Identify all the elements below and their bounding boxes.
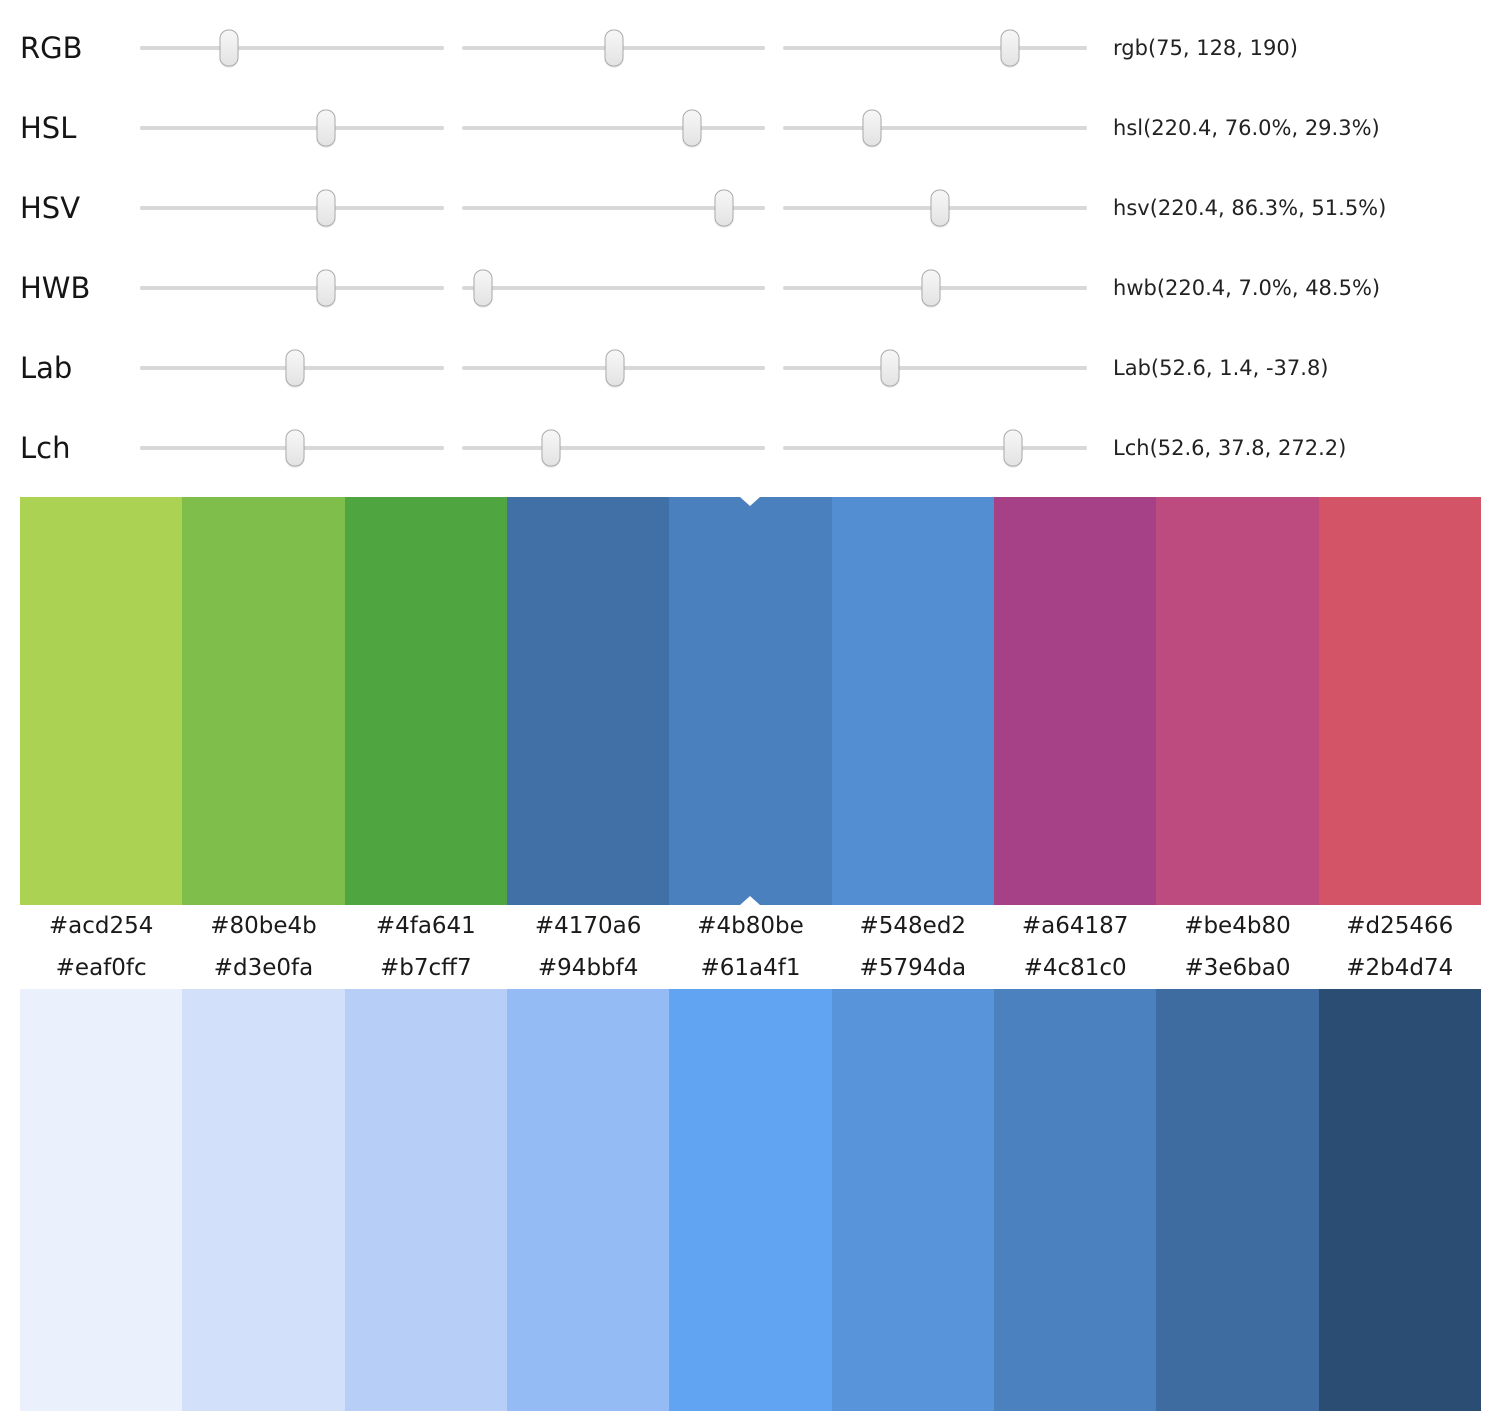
color-value: rgb(75, 128, 190) — [1113, 36, 1298, 60]
colorspace-label: RGB — [20, 31, 83, 65]
slider-thumb[interactable] — [714, 189, 734, 227]
slider-thumb[interactable] — [1003, 429, 1023, 467]
slider-track[interactable] — [140, 109, 444, 147]
color-value: hsv(220.4, 86.3%, 51.5%) — [1113, 196, 1387, 220]
palette-tint-swatch[interactable] — [831, 989, 994, 1411]
slider-row-hwb: HWB hwb(220.4, 7.0%, 48.5%) — [20, 248, 1481, 328]
slider-track[interactable] — [140, 189, 444, 227]
hex-label: #61a4f1 — [700, 955, 801, 981]
palette-hue — [20, 497, 1481, 905]
palette-tint-swatch[interactable] — [506, 989, 670, 1411]
slider-track[interactable] — [461, 109, 766, 147]
colorspace-label: HWB — [20, 271, 91, 305]
slider-track[interactable] — [783, 269, 1087, 307]
slider-track[interactable] — [783, 109, 1087, 147]
slider-thumb[interactable] — [285, 429, 305, 467]
color-value: hwb(220.4, 7.0%, 48.5%) — [1113, 276, 1381, 300]
hex-label: #acd254 — [48, 913, 154, 939]
palette-tint-swatch[interactable] — [344, 989, 507, 1411]
slider-track[interactable] — [140, 349, 444, 387]
slider-track[interactable] — [461, 349, 766, 387]
colorspace-label: Lch — [20, 431, 71, 465]
slider-row-hsl: HSL hsl(220.4, 76.0%, 29.3%) — [20, 88, 1481, 168]
slider-thumb[interactable] — [541, 429, 561, 467]
palette-hue-swatch[interactable] — [344, 497, 507, 905]
hex-label: #4c81c0 — [1023, 955, 1127, 981]
color-value: Lab(52.6, 1.4, -37.8) — [1113, 356, 1329, 380]
slider-thumb[interactable] — [604, 29, 624, 67]
palette-hue-swatch[interactable] — [993, 497, 1157, 905]
slider-thumb[interactable] — [316, 269, 336, 307]
slider-track[interactable] — [461, 429, 766, 467]
slider-thumb[interactable] — [605, 349, 625, 387]
slider-thumb[interactable] — [473, 269, 493, 307]
color-value: Lch(52.6, 37.8, 272.2) — [1113, 436, 1347, 460]
slider-track[interactable] — [783, 429, 1087, 467]
slider-thumb[interactable] — [921, 269, 941, 307]
hex-label: #4fa641 — [375, 913, 476, 939]
hex-label: #d25466 — [1346, 913, 1454, 939]
palette-hue-swatch[interactable] — [669, 497, 832, 905]
slider-thumb[interactable] — [930, 189, 950, 227]
hex-label: #eaf0fc — [55, 955, 147, 981]
palette-hue-swatch[interactable] — [831, 497, 994, 905]
palette-hue-swatch[interactable] — [20, 497, 183, 905]
slider-thumb[interactable] — [880, 349, 900, 387]
slider-thumb[interactable] — [219, 29, 239, 67]
color-value: hsl(220.4, 76.0%, 29.3%) — [1113, 116, 1380, 140]
hex-label: #4170a6 — [534, 913, 642, 939]
hex-row-tint: #eaf0fc #d3e0fa #b7cff7 #94bbf4 #61a4f1 #5794… — [20, 947, 1481, 989]
palette-tint-swatch[interactable] — [1156, 989, 1319, 1411]
hex-row-hue: #acd254 #80be4b #4fa641 #4170a6 #4b80be #548e… — [20, 905, 1481, 947]
slider-track[interactable] — [140, 29, 444, 67]
palette-hue-swatch[interactable] — [1156, 497, 1319, 905]
slider-thumb[interactable] — [682, 109, 702, 147]
colorspace-label: HSL — [20, 111, 77, 145]
slider-track[interactable] — [783, 29, 1087, 67]
hex-label: #a64187 — [1021, 913, 1129, 939]
hex-label: #2b4d74 — [1346, 955, 1454, 981]
slider-thumb[interactable] — [316, 109, 336, 147]
palette-hue-swatch[interactable] — [182, 497, 345, 905]
palette-hue-swatch[interactable] — [1318, 497, 1481, 905]
hex-label: #80be4b — [210, 913, 317, 939]
colorspace-label: HSV — [20, 191, 81, 225]
slider-thumb[interactable] — [862, 109, 882, 147]
slider-thumb[interactable] — [285, 349, 305, 387]
hex-label: #4b80be — [697, 913, 804, 939]
slider-track[interactable] — [140, 269, 444, 307]
palette-tint-swatch[interactable] — [669, 989, 832, 1411]
hex-label: #5794da — [859, 955, 967, 981]
palette-tint — [20, 989, 1481, 1411]
slider-thumb[interactable] — [1000, 29, 1020, 67]
palette-tint-swatch[interactable] — [1318, 989, 1481, 1411]
slider-thumb[interactable] — [316, 189, 336, 227]
slider-track[interactable] — [140, 429, 444, 467]
palette-tint-swatch[interactable] — [20, 989, 183, 1411]
slider-row-rgb: RGB rgb(75, 128, 190) — [20, 8, 1481, 88]
slider-track[interactable] — [783, 349, 1087, 387]
hex-label: #b7cff7 — [380, 955, 472, 981]
slider-track[interactable] — [783, 189, 1087, 227]
palette-tint-swatch[interactable] — [182, 989, 345, 1411]
slider-row-hsv: HSV hsv(220.4, 86.3%, 51.5%) — [20, 168, 1481, 248]
slider-row-lch: Lch Lch(52.6, 37.8, 272.2) — [20, 408, 1481, 488]
hex-label: #be4b80 — [1184, 913, 1291, 939]
slider-panel: RGB rgb(75, 128, 190) HSL hsl(220.4, 76.… — [0, 0, 1501, 488]
palette-tint-swatch[interactable] — [993, 989, 1157, 1411]
slider-track[interactable] — [461, 269, 766, 307]
colorspace-label: Lab — [20, 351, 73, 385]
slider-track[interactable] — [461, 189, 766, 227]
hex-label: #548ed2 — [859, 913, 967, 939]
hex-label: #d3e0fa — [213, 955, 314, 981]
hex-label: #3e6ba0 — [1184, 955, 1291, 981]
slider-track[interactable] — [461, 29, 766, 67]
palette-hue-swatch[interactable] — [506, 497, 670, 905]
slider-row-lab: Lab Lab(52.6, 1.4, -37.8) — [20, 328, 1481, 408]
hex-label: #94bbf4 — [537, 955, 639, 981]
